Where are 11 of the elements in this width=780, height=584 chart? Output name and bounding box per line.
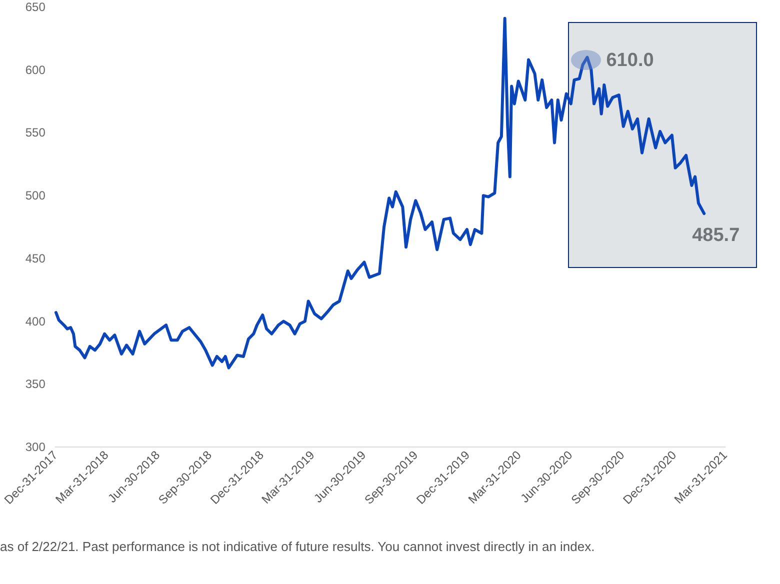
annotation: 485.7 [692, 225, 740, 246]
y-tick-label: 650 [25, 0, 46, 14]
text: as of 2/22/21. Past performance is not indicative of future results. You cannot invest directly in an index. [0, 538, 596, 556]
y-tick-label: 450 [25, 251, 46, 266]
y-tick-label: 300 [25, 440, 46, 454]
y-tick-label: 550 [25, 126, 46, 140]
y-tick-label: 350 [25, 377, 46, 392]
y-tick-label: 400 [25, 314, 46, 328]
y-tick-label: 500 [25, 188, 46, 203]
annotation: 610.0 [606, 50, 654, 71]
y-tick-label: 600 [25, 62, 46, 77]
